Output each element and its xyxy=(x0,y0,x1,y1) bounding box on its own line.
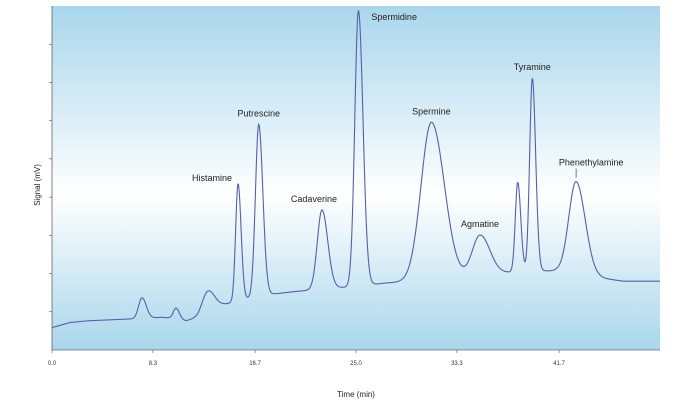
peak-label: Putrescine xyxy=(237,108,280,118)
x-axis-title: Time (min) xyxy=(337,390,375,399)
x-axis-ticks: 0.0 8.3 16.7 25.0 33.3 41.7 xyxy=(48,350,566,367)
peak-label: Phenethylamine xyxy=(559,158,624,168)
peak-label: Cadaverine xyxy=(291,194,337,204)
y-axis-ticks xyxy=(49,43,52,313)
peak-label: Tyramine xyxy=(514,62,551,72)
x-tick-label: 8.3 xyxy=(149,361,158,367)
peak-label: Histamine xyxy=(192,173,232,183)
peak-label: Spermine xyxy=(412,106,451,116)
x-tick-label: 0.0 xyxy=(48,361,57,367)
x-tick-label: 16.7 xyxy=(249,361,261,367)
peak-label: Spermidine xyxy=(371,12,417,22)
trace-layer xyxy=(51,9,660,329)
x-tick-label: 41.7 xyxy=(553,361,565,367)
chromatogram-trace xyxy=(51,9,660,329)
peak-label: Agmatine xyxy=(461,219,499,229)
peak-labels: Histamine Putrescine Cadaverine Spermidine S… xyxy=(141,10,624,309)
y-axis-title: Signal (mV) xyxy=(33,164,42,206)
x-tick-label: 33.3 xyxy=(451,361,463,367)
x-tick-label: 25.0 xyxy=(350,361,362,367)
